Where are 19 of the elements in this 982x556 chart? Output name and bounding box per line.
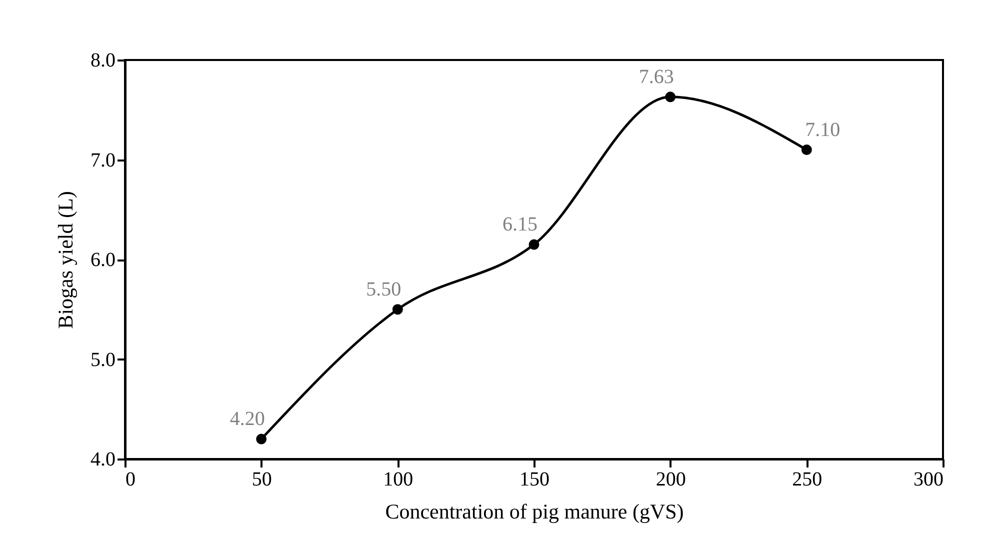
- x-axis-title: Concentration of pig manure (gVS): [385, 500, 684, 524]
- text: 7.63: [638, 66, 674, 88]
- x-tick-label: 300: [914, 468, 944, 490]
- x-tick-label: 0: [126, 468, 136, 490]
- x-tick-label: 200: [656, 468, 686, 490]
- text: 4.20: [230, 408, 265, 430]
- x-tick-label: 150: [520, 468, 550, 490]
- text: 5.50: [366, 278, 402, 300]
- y-tick-label: 6.0: [90, 249, 116, 271]
- y-tick-label: 4.0: [90, 448, 116, 470]
- text: 6.15: [502, 214, 538, 236]
- y-tick-label: 5.0: [90, 348, 116, 371]
- y-tick-label: 8.0: [90, 50, 116, 72]
- x-tick-label: 100: [383, 468, 414, 490]
- text: 7.10: [805, 118, 840, 141]
- y-tick-label: 7.0: [90, 149, 116, 172]
- x-tick-label: 50: [252, 468, 272, 490]
- x-tick-label: 250: [792, 468, 822, 490]
- y-axis-title: Biogas yield (L): [54, 191, 78, 329]
